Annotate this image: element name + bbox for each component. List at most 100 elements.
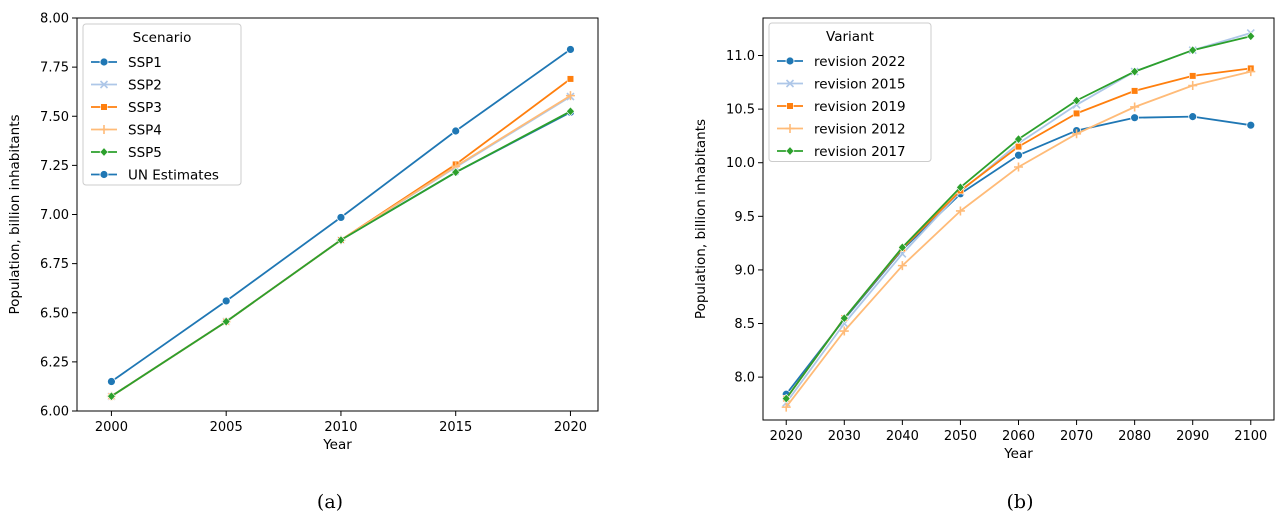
legend-marker [785, 56, 795, 66]
x-tick-label: 2020 [554, 420, 587, 435]
data-point [1130, 102, 1140, 112]
data-point [451, 167, 461, 177]
plot-frame [76, 17, 599, 412]
x-tick-label: 2040 [886, 429, 919, 444]
data-point [1014, 162, 1023, 172]
x-tick-label: 2030 [828, 429, 861, 444]
y-tick-label: 6.25 [40, 355, 69, 370]
y-tick-label: 7.50 [40, 110, 69, 125]
y-tick-label: 11.0 [726, 49, 755, 64]
data-point [897, 242, 907, 253]
x-axis-label: Year [322, 437, 352, 453]
legend-label: revision 2022 [814, 54, 906, 70]
data-point [1072, 109, 1081, 118]
legend-marker [786, 102, 794, 110]
x-tick-label: 2050 [944, 429, 977, 444]
data-point [897, 261, 907, 271]
data-point [1188, 81, 1198, 91]
data-point [1072, 95, 1081, 106]
caption-a: (a) [317, 491, 343, 513]
x-tick-label: 2100 [1234, 429, 1267, 444]
legend-marker [99, 57, 109, 67]
legend: Scenario SSP1 SSP2 SSP3 SSP4 SSP5 UN Estimates [82, 23, 242, 186]
data-point [956, 182, 965, 193]
y-tick-label: 10.5 [726, 103, 755, 118]
y-tick-label: 8.5 [734, 317, 755, 332]
legend-marker [99, 147, 109, 157]
data-point [1188, 112, 1198, 122]
data-point [107, 377, 116, 386]
data-point [1131, 87, 1139, 95]
x-tick-label: 2000 [95, 420, 128, 435]
data-point [336, 213, 346, 222]
y-tick-label: 10.0 [726, 156, 755, 171]
x-tick-label: 2020 [770, 429, 803, 444]
y-tick-label: 8.00 [40, 12, 69, 27]
x-tick-label: 2090 [1176, 429, 1209, 444]
y-axis-label: Population, billion inhabitants [7, 114, 23, 314]
y-tick-label: 7.00 [40, 208, 69, 223]
caption-b: (b) [1007, 491, 1034, 513]
data-point [1130, 66, 1140, 77]
legend-marker [785, 124, 795, 133]
legend-marker [785, 79, 795, 88]
legend-label: SSP3 [128, 100, 162, 116]
data-point [955, 206, 965, 216]
y-tick-label: 7.75 [40, 61, 69, 76]
data-point [1072, 129, 1082, 139]
data-point [221, 316, 231, 327]
y-tick-label: 9.0 [734, 263, 755, 278]
legend-box [768, 22, 932, 162]
chart-b: 2020 2030 2040 2050 2060 2070 2080 2090 2100 8.0 8… [693, 17, 1275, 462]
data-point [336, 235, 346, 245]
y-tick-label: 6.00 [40, 405, 69, 420]
x-axis-label: Year [1003, 446, 1033, 462]
data-point [221, 296, 231, 306]
y-tick-label: 9.5 [734, 210, 755, 225]
legend-label: SSP1 [128, 55, 162, 71]
data-point [1246, 31, 1256, 41]
data-point [781, 402, 791, 412]
y-tick-label: 6.50 [40, 306, 69, 321]
legend-label: revision 2019 [814, 99, 906, 115]
legend-label: SSP5 [128, 145, 162, 161]
legend-label: SSP4 [128, 123, 162, 139]
data-point [1246, 67, 1256, 77]
legend-box [82, 23, 242, 186]
y-tick-label: 8.0 [734, 371, 755, 386]
chart-a: 2000 2005 2010 2015 2020 6.00 6.25 6.50 6.75 7.00… [7, 12, 599, 453]
data-point [1188, 45, 1198, 55]
data-point [566, 75, 575, 83]
data-point [839, 326, 849, 336]
x-tick-label: 2010 [324, 420, 357, 435]
data-point [565, 91, 575, 101]
y-axis-label: Population, billion inhabitants [693, 119, 709, 319]
data-point [781, 393, 791, 404]
x-tick-label: 2060 [1002, 429, 1035, 444]
legend-marker [99, 125, 109, 134]
legend-marker [99, 170, 109, 179]
data-point [566, 45, 575, 54]
x-tick-label: 2005 [210, 420, 243, 435]
data-point [451, 126, 461, 136]
data-point [1014, 143, 1023, 151]
data-point [1014, 134, 1023, 144]
x-tick-label: 2015 [439, 420, 472, 435]
data-point [1014, 150, 1023, 160]
y-tick-label: 7.25 [40, 159, 69, 174]
x-tick-label: 2080 [1118, 429, 1151, 444]
legend-label: revision 2015 [814, 77, 906, 93]
legend-label: revision 2017 [814, 144, 906, 160]
legend-title: Scenario [133, 30, 192, 46]
data-point [107, 391, 116, 402]
legend-marker [785, 146, 795, 156]
data-point [839, 313, 849, 323]
plot-frame [762, 17, 1275, 421]
data-point [1189, 72, 1197, 80]
x-tick-label: 2070 [1060, 429, 1093, 444]
legend-marker [99, 80, 109, 89]
data-point [1246, 120, 1256, 130]
legend-label: revision 2012 [814, 122, 906, 138]
legend-marker [100, 103, 108, 111]
